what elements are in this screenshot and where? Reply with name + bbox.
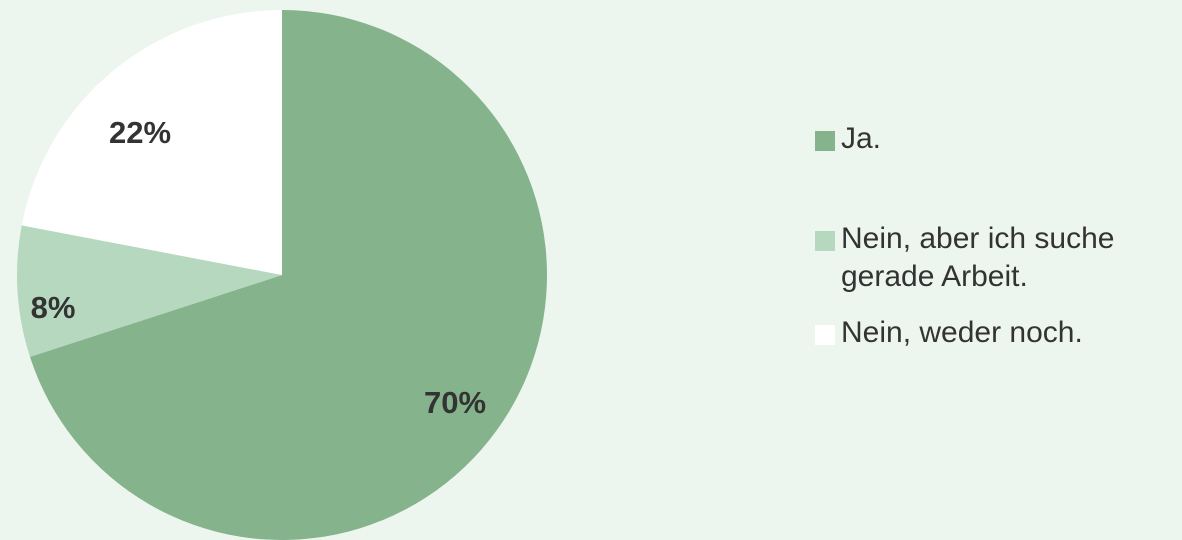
legend-swatch-ja [815, 131, 835, 151]
pie-slice-nein-weder [21, 10, 282, 275]
legend-item-ja: Ja. [815, 120, 1171, 158]
pie-slice-nein-suche [16, 225, 282, 357]
legend-swatch-nein-weder [815, 325, 835, 345]
legend-label-ja: Ja. [841, 122, 882, 155]
pie-label-nein-suche: 8% [31, 290, 76, 325]
pie-slice-ja [29, 10, 547, 540]
pie-label-nein-weder: 22% [109, 115, 171, 150]
legend-label-nein-suche: Nein, aber ich suche gerade Arbeit. [841, 222, 1115, 293]
legend-item-nein-suche: Nein, aber ich suche gerade Arbeit. [815, 220, 1171, 296]
pie-labels: 70% 8% 22% [31, 115, 486, 420]
pie-label-ja: 70% [424, 385, 486, 420]
legend-item-nein-weder: Nein, weder noch. [815, 314, 1171, 352]
legend-swatch-nein-suche [815, 231, 835, 251]
pie-slices [16, 10, 547, 540]
legend-label-nein-weder: Nein, weder noch. [841, 316, 1083, 349]
